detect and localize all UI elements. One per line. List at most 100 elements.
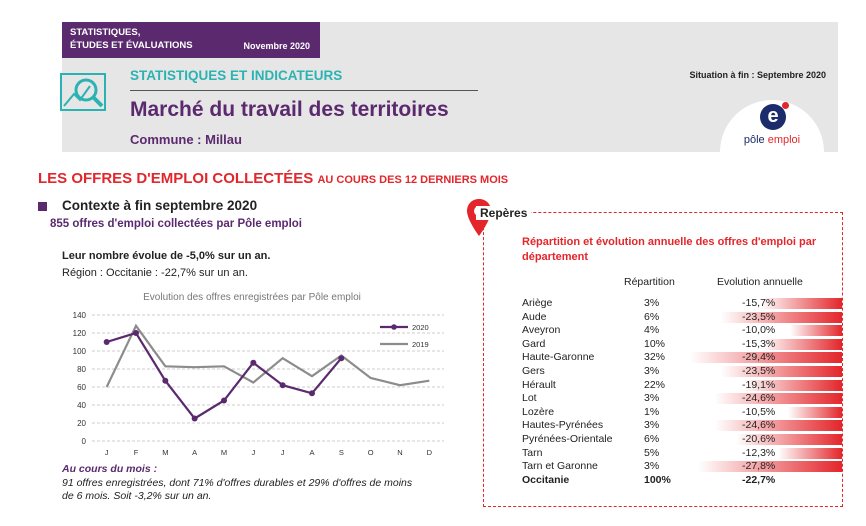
x-tick-label: M	[221, 448, 227, 457]
evolution-bar	[714, 420, 842, 432]
department-table: Ariège 3% -15,7% Aude 6% -23,5% Aveyron 4% -10,0…	[522, 297, 842, 487]
department-name: Occitanie	[522, 473, 570, 486]
x-tick-label: A	[309, 448, 314, 457]
x-tick-label: F	[134, 448, 139, 457]
department-name: Tarn et Garonne	[522, 460, 598, 473]
evolution-bar	[714, 393, 842, 405]
region-text: Région : Occitanie : -22,7% sur un an.	[62, 267, 248, 279]
repartition-value: 32%	[644, 351, 666, 364]
department-name: Lozère	[522, 405, 555, 418]
y-tick-label: 100	[73, 347, 87, 356]
section-title: LES OFFRES D'EMPLOI COLLECTÉES AU COURS …	[38, 170, 508, 187]
tag-line1: STATISTIQUES,	[70, 27, 141, 38]
evolution-value: -23,5%	[742, 310, 776, 323]
y-tick-label: 20	[77, 419, 86, 428]
y-tick-label: 0	[82, 437, 87, 446]
col-repartition-header: Répartition	[624, 276, 675, 288]
section-title-small: AU COURS DES 12 DERNIERS MOIS	[317, 174, 509, 186]
commune-label: Commune : Millau	[130, 132, 242, 147]
y-tick-label: 80	[77, 365, 86, 374]
evolution-bar	[698, 461, 842, 473]
evolution-bar	[762, 338, 842, 350]
evolution-bar	[735, 433, 842, 445]
table-row: Lot 3% -24,6%	[522, 392, 842, 406]
repartition-value: 6%	[644, 310, 660, 323]
reperes-label: Repères	[476, 206, 532, 220]
evolution-bar	[690, 352, 842, 364]
repartition-value: 100%	[644, 473, 671, 486]
legend-marker-2020	[391, 324, 397, 330]
evolution-value: -22,7%	[742, 473, 776, 486]
department-name: Ariège	[522, 297, 553, 309]
department-name: Aveyron	[522, 324, 561, 337]
title-rule	[130, 90, 478, 91]
evolution-value: -24,6%	[742, 392, 776, 405]
logo-word: pôle emploi	[720, 134, 824, 146]
evolution-bar	[743, 379, 842, 391]
logo-word-b: emploi	[767, 134, 801, 146]
page-title: Marché du travail des territoires	[130, 98, 449, 121]
table-row: Tarn et Garonne 3% -27,8%	[522, 460, 842, 474]
evolution-value: -15,3%	[742, 337, 776, 350]
x-tick-label: J	[281, 448, 285, 457]
evolution-text: Leur nombre évolue de -5,0% sur un an.	[62, 250, 271, 262]
department-name: Lot	[522, 392, 537, 405]
table-row: Tarn 5% -12,3%	[522, 447, 842, 461]
data-point-2020	[338, 355, 345, 362]
y-tick-label: 60	[77, 383, 86, 392]
evolution-value: -15,7%	[742, 297, 776, 309]
table-row: Pyrénées-Orientale 6% -20,6%	[522, 433, 842, 447]
month-text: 91 offres enregistrées, dont 71% d'offre…	[62, 477, 413, 502]
evolution-bar	[787, 406, 842, 418]
data-point-2020	[103, 339, 110, 345]
data-point-2020	[162, 377, 169, 384]
evolution-bar	[760, 298, 842, 309]
data-point-2020	[221, 397, 227, 404]
col-evolution-header: Evolution annuelle	[717, 276, 803, 288]
evolution-bar	[778, 447, 842, 459]
repartition-value: 10%	[644, 337, 666, 350]
evolution-value: -20,6%	[742, 432, 776, 445]
tag-line2: ÉTUDES ET ÉVALUATIONS	[70, 40, 193, 51]
evolution-bar	[790, 325, 842, 337]
table-row: Gers 3% -23,5%	[522, 365, 842, 379]
y-tick-label: 120	[73, 329, 87, 338]
evolution-value: -23,5%	[742, 364, 776, 377]
x-tick-label: J	[251, 448, 255, 457]
evolution-value: -10,0%	[742, 324, 776, 337]
situation-label: Situation à fin : Septembre 2020	[689, 70, 826, 80]
table-row: Gard 10% -15,3%	[522, 338, 842, 352]
publication-tag: STATISTIQUES, ÉTUDES ET ÉVALUATIONS Nove…	[62, 22, 320, 58]
repartition-value: 3%	[644, 297, 660, 309]
repartition-value: 3%	[644, 364, 660, 377]
offers-line-chart: 0 20 40 60 80 100 120 140 J F M A M J J A S O N D 2020 2019	[73, 311, 444, 457]
department-name: Gers	[522, 364, 545, 377]
department-name: Aude	[522, 310, 547, 323]
evolution-bar	[720, 365, 842, 377]
reperes-box	[483, 212, 843, 507]
y-tick-label: 140	[73, 311, 87, 320]
magnifier-chart-icon	[60, 73, 106, 111]
chart-title: Evolution des offres enregistrées par Pô…	[143, 292, 361, 303]
evolution-value: -10,5%	[742, 405, 776, 418]
repartition-value: 3%	[644, 392, 660, 405]
evolution-value: -29,4%	[742, 351, 776, 364]
table-row: Hérault 22% -19,1%	[522, 379, 842, 393]
series-line-2019	[105, 323, 430, 388]
legend-label: 2019	[412, 340, 429, 349]
department-name: Hérault	[522, 378, 556, 391]
section-title-main: LES OFFRES D'EMPLOI COLLECTÉES	[38, 170, 314, 187]
month-label: Au cours du mois :	[62, 463, 158, 475]
data-point-2020	[250, 359, 257, 366]
logo-letter: e	[760, 104, 786, 130]
data-point-2020	[191, 415, 198, 422]
x-tick-label: O	[368, 448, 374, 457]
logo-dot	[782, 102, 789, 109]
table-row: Haute-Garonne 32% -29,4%	[522, 351, 842, 365]
repartition-value: 3%	[644, 460, 660, 473]
department-name: Pyrénées-Orientale	[522, 432, 613, 445]
table-row: Lozère 1% -10,5%	[522, 406, 842, 420]
x-tick-label: A	[192, 448, 197, 457]
data-point-2020	[309, 390, 315, 397]
kicker: STATISTIQUES ET INDICATEURS	[130, 68, 343, 83]
